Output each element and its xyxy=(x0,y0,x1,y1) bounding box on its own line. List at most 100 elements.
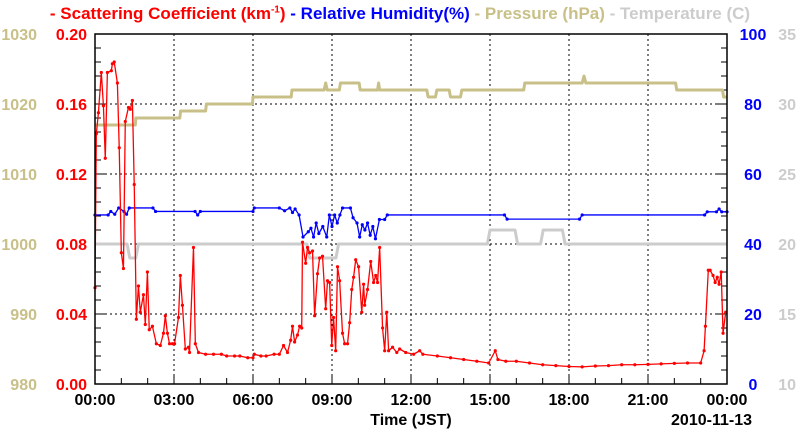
scattering-coefficient-point xyxy=(527,361,532,365)
scattering-coefficient-point xyxy=(191,245,196,250)
relative-humidity-point xyxy=(193,209,197,214)
scattering-coefficient-point xyxy=(196,350,201,355)
degree-symbol: ° xyxy=(733,0,737,4)
relative-humidity-point xyxy=(196,213,200,217)
legend-dash: - xyxy=(49,4,56,23)
scattering-coefficient-point xyxy=(115,81,119,85)
scattering-coefficient-point xyxy=(385,310,389,314)
scattering-coefficient-point xyxy=(365,287,370,292)
scattering-coefficient-point xyxy=(395,350,399,355)
plot-frame xyxy=(94,33,728,385)
legend: - Scattering Coefficient (km-1) - Relati… xyxy=(0,0,800,24)
scattering-coefficient-point xyxy=(374,273,378,278)
scattering-coefficient-point xyxy=(178,273,182,278)
scattering-coefficient-point xyxy=(183,347,187,351)
scattering-coefficient-point xyxy=(334,349,338,353)
scattering-coefficient-point xyxy=(219,352,223,356)
relative-humidity-point xyxy=(368,233,372,237)
scattering-coefficient-point xyxy=(721,331,725,335)
relative-humidity-point xyxy=(703,213,707,217)
scattering-coefficient-point xyxy=(147,328,151,332)
scattering-coefficient-point xyxy=(383,349,387,353)
legend-temperature: - Temperature (°C) xyxy=(610,0,750,24)
relative-humidity-point xyxy=(371,224,375,229)
pressure-line xyxy=(95,74,727,127)
scattering-coefficient-point xyxy=(593,364,597,368)
scattering-coefficient-point xyxy=(435,354,439,358)
relative-humidity-point xyxy=(348,206,353,210)
scattering-coefficient-point xyxy=(176,315,181,320)
scattering-coefficient-point xyxy=(211,352,216,356)
relative-humidity-point xyxy=(153,209,158,214)
relative-humidity-point xyxy=(251,209,255,214)
legend-pressure-text: Pressure (hPa) xyxy=(484,4,605,23)
relative-humidity-point xyxy=(705,210,709,214)
scattering-coefficient-point xyxy=(232,354,237,358)
temperature-tick-label: 30 xyxy=(778,97,796,114)
relative-humidity-point xyxy=(383,217,387,222)
scattering-coefficient-point xyxy=(304,261,308,265)
legend-dash: - xyxy=(474,4,481,23)
scattering-coefficient-point xyxy=(541,363,545,367)
scattering-coefficient-point xyxy=(285,350,290,355)
scattering-coefficient-point xyxy=(313,314,317,318)
relative-humidity-point xyxy=(365,221,370,225)
relative-humidity-point xyxy=(309,226,313,230)
x-tick-label: 03:00 xyxy=(154,392,195,409)
x-tick-label: 09:00 xyxy=(312,392,353,409)
scattering-coefficient-point xyxy=(580,365,584,369)
scattering-coefficient-point xyxy=(462,357,466,362)
scattering-coefficient-point xyxy=(717,282,721,286)
scattering-coefficient-point xyxy=(180,303,185,307)
scattering-coefficient-point xyxy=(246,356,250,360)
scattering-coefficient-point xyxy=(272,352,276,356)
relative-humidity-point xyxy=(117,206,121,210)
relative-humidity-point xyxy=(283,209,287,213)
scattering-coefficient-point xyxy=(340,331,345,335)
scattering-coefficient-point xyxy=(130,98,134,103)
scattering-coefficient-point xyxy=(338,279,342,283)
scattering-coefficient-point xyxy=(161,331,166,335)
scattering-coefficient-point xyxy=(387,349,391,353)
scattering-tick-label: 0.08 xyxy=(56,237,87,254)
scattering-coefficient-point xyxy=(421,352,425,356)
relative-humidity-point xyxy=(113,212,117,216)
x-tick-label: 18:00 xyxy=(549,392,590,409)
relative-humidity-point xyxy=(127,206,131,210)
relative-humidity-point xyxy=(314,221,318,225)
relative-humidity-point xyxy=(338,213,342,217)
scattering-coefficient-point xyxy=(360,310,364,314)
scattering-coefficient-point xyxy=(331,315,336,320)
scattering-coefficient-point xyxy=(163,314,167,318)
scattering-coefficient-point xyxy=(699,361,703,365)
x-axis-label: Time (JST) xyxy=(370,412,452,429)
relative-humidity-point xyxy=(301,235,305,239)
scattering-coefficient-point xyxy=(412,352,416,356)
x-tick-label: 15:00 xyxy=(470,392,511,409)
scattering-coefficient-point xyxy=(672,361,676,365)
scattering-coefficient-point xyxy=(404,350,408,355)
scattering-coefficient-point xyxy=(350,287,354,292)
scattering-coefficient-point xyxy=(496,357,500,362)
scattering-coefficient-point xyxy=(362,282,366,286)
scattering-coefficient-point xyxy=(567,364,571,369)
scattering-coefficient-point xyxy=(165,331,170,335)
scattering-coefficient-line xyxy=(94,61,727,368)
scattering-tick-label: 0.12 xyxy=(56,167,87,184)
x-tick-label: 00:00 xyxy=(75,392,116,409)
temperature-tick-label: 10 xyxy=(778,377,796,394)
scattering-coefficient-point xyxy=(277,352,281,356)
legend-scattering-close: ) xyxy=(279,4,286,23)
scattering-coefficient-point xyxy=(300,240,305,244)
relative-humidity-point xyxy=(385,213,389,217)
scattering-coefficient-point xyxy=(493,349,497,353)
relative-humidity-point xyxy=(340,206,345,210)
humidity-tick-label: 60 xyxy=(744,167,762,184)
temperature-tick-label: 20 xyxy=(778,237,796,254)
scattering-coefficient-point xyxy=(300,326,304,330)
scattering-coefficient-point xyxy=(281,343,286,348)
scattering-coefficient-point xyxy=(187,350,192,355)
scattering-coefficient-point xyxy=(324,307,328,311)
scattering-coefficient-point xyxy=(345,342,350,346)
